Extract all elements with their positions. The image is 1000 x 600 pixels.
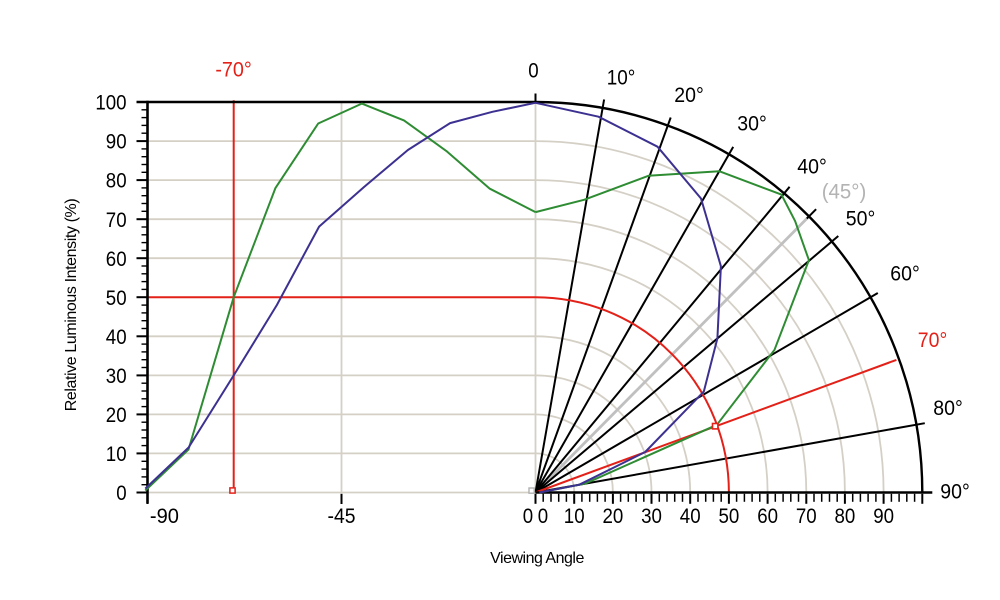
svg-text:(45°): (45°) xyxy=(822,180,867,203)
svg-text:50: 50 xyxy=(719,505,740,528)
svg-text:40: 40 xyxy=(680,505,701,528)
svg-text:90: 90 xyxy=(873,505,894,528)
svg-text:70°: 70° xyxy=(918,329,948,352)
svg-text:20: 20 xyxy=(106,404,127,427)
svg-text:30: 30 xyxy=(641,505,662,528)
svg-text:10: 10 xyxy=(106,443,127,466)
svg-text:90°: 90° xyxy=(940,480,970,503)
svg-text:50°: 50° xyxy=(846,207,876,230)
svg-text:20°: 20° xyxy=(674,84,704,107)
svg-text:-45: -45 xyxy=(328,505,356,528)
svg-text:90: 90 xyxy=(106,131,127,154)
svg-text:60°: 60° xyxy=(890,262,920,285)
svg-text:0: 0 xyxy=(116,482,126,505)
svg-text:20: 20 xyxy=(603,505,624,528)
svg-text:80°: 80° xyxy=(933,397,963,420)
svg-text:50: 50 xyxy=(106,287,127,310)
svg-text:70: 70 xyxy=(106,209,127,232)
svg-text:-70°: -70° xyxy=(215,59,252,82)
svg-text:Viewing Angle: Viewing Angle xyxy=(490,550,584,567)
svg-text:80: 80 xyxy=(106,170,127,193)
svg-text:60: 60 xyxy=(106,248,127,271)
svg-text:30°: 30° xyxy=(737,112,767,135)
svg-text:0: 0 xyxy=(523,505,533,528)
svg-text:Relative Luminous Intensity (%: Relative Luminous Intensity (%) xyxy=(63,199,80,412)
svg-text:70: 70 xyxy=(796,505,817,528)
svg-text:40: 40 xyxy=(106,326,127,349)
svg-text:60: 60 xyxy=(757,505,778,528)
svg-text:0: 0 xyxy=(538,505,548,528)
svg-text:40°: 40° xyxy=(797,155,827,178)
svg-text:10°: 10° xyxy=(607,66,636,89)
svg-text:10: 10 xyxy=(564,505,585,528)
svg-text:-90: -90 xyxy=(150,505,179,528)
svg-text:100: 100 xyxy=(95,92,126,115)
svg-text:0: 0 xyxy=(528,59,538,82)
svg-text:80: 80 xyxy=(835,505,856,528)
svg-text:30: 30 xyxy=(106,365,127,388)
